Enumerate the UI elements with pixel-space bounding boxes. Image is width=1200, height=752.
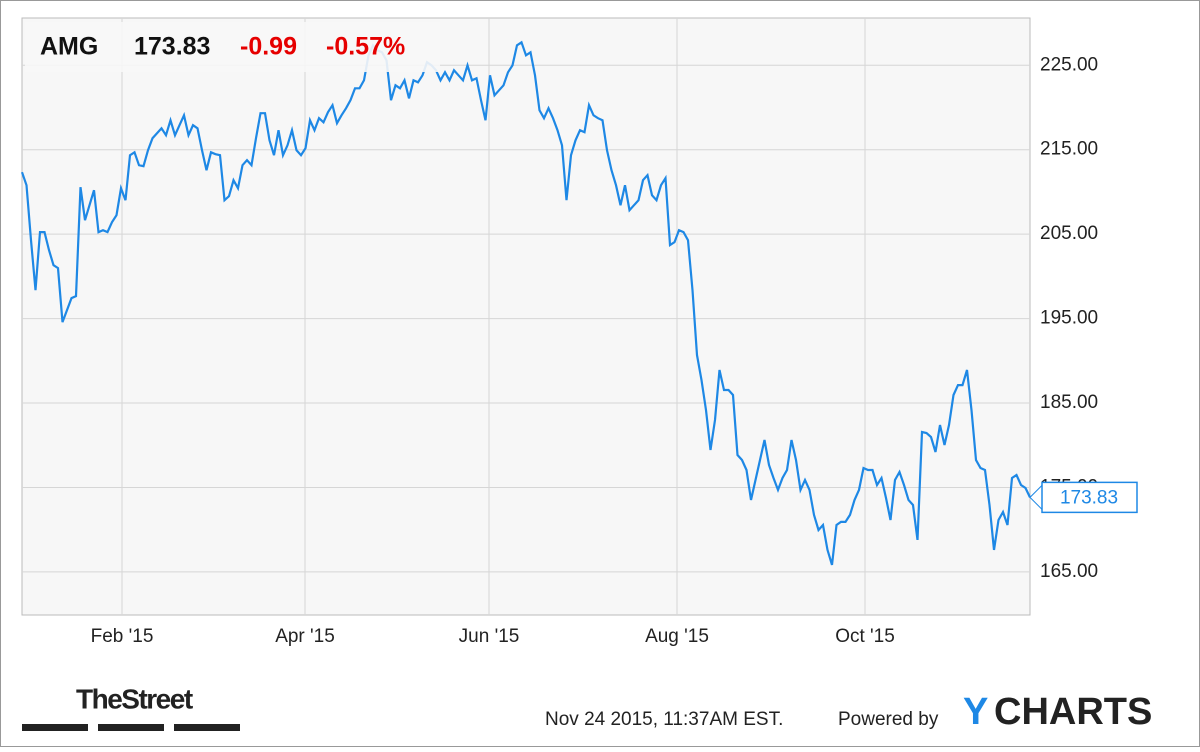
x-tick-label: Feb '15 bbox=[91, 626, 154, 647]
y-tick-label: 215.00 bbox=[1040, 139, 1098, 160]
change: -0.99 bbox=[240, 33, 297, 61]
y-tick-label: 185.00 bbox=[1040, 392, 1098, 413]
y-tick-label: 225.00 bbox=[1040, 54, 1098, 75]
price: 173.83 bbox=[134, 33, 210, 61]
x-tick-label: Jun '15 bbox=[459, 626, 520, 647]
x-tick-label: Oct '15 bbox=[835, 626, 895, 647]
last-value-box bbox=[1041, 481, 1138, 514]
source-logo: TheStreet bbox=[76, 683, 193, 714]
powered-by: Powered by bbox=[838, 709, 939, 730]
x-tick-label: Apr '15 bbox=[275, 626, 335, 647]
change-percent: -0.57% bbox=[326, 33, 405, 61]
brand-mark: Y bbox=[963, 691, 988, 733]
x-tick-label: Aug '15 bbox=[645, 626, 709, 647]
y-tick-label: 195.00 bbox=[1040, 308, 1098, 329]
plot-area bbox=[21, 17, 1031, 616]
price-line bbox=[20, 40, 1031, 566]
timestamp: Nov 24 2015, 11:37AM EST. bbox=[545, 709, 783, 730]
ticker: AMG bbox=[40, 33, 98, 61]
logo-bar bbox=[22, 724, 88, 731]
logo-bar bbox=[174, 724, 240, 731]
y-tick-label: 165.00 bbox=[1040, 561, 1098, 582]
y-tick-label: 205.00 bbox=[1040, 223, 1098, 244]
brand: CHARTS bbox=[994, 691, 1152, 733]
header-box bbox=[25, 22, 440, 72]
last-value-label: 173.83 bbox=[1060, 487, 1118, 508]
logo-bar bbox=[98, 724, 164, 731]
